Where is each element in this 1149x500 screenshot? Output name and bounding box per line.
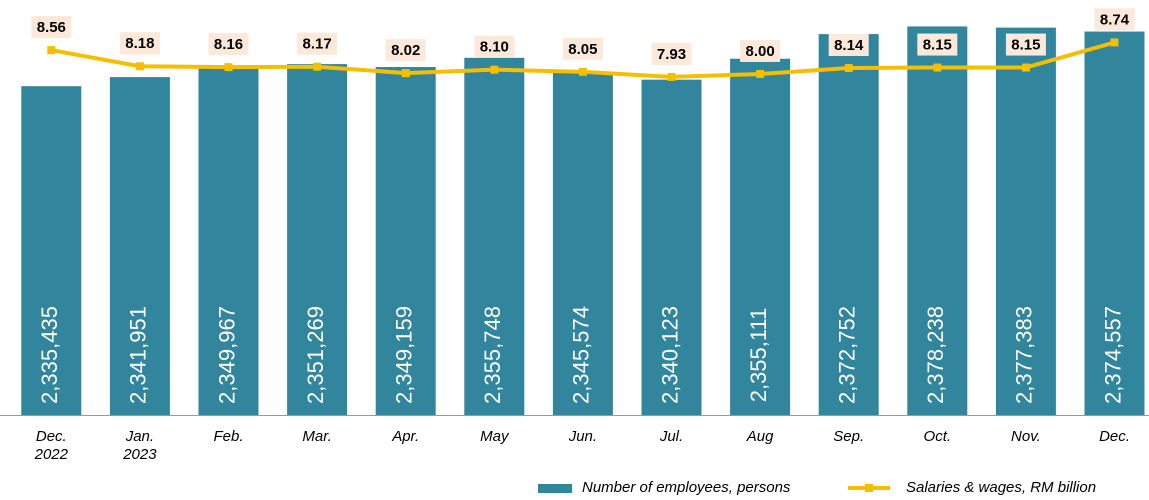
- x-tick-label: Dec. 2022: [34, 428, 68, 463]
- bar-value-label: 2,341,951: [126, 306, 151, 404]
- line-label-bg: [651, 42, 692, 65]
- legend-swatch-marker: [865, 484, 873, 492]
- line-value-label: 8.17: [302, 36, 331, 53]
- line-marker: [933, 63, 942, 72]
- bar: [641, 79, 702, 415]
- bar: [552, 72, 613, 415]
- line-label-bg: [474, 35, 515, 58]
- line-label-bg: [297, 32, 338, 55]
- legend-swatch: [538, 484, 572, 493]
- line-value-label: 8.15: [923, 37, 952, 54]
- line-value-label: 8.10: [480, 39, 509, 56]
- line-value-label: 8.00: [745, 43, 774, 60]
- legend-label: Number of employees, persons: [582, 479, 791, 496]
- x-tick-label: Dec.: [1099, 428, 1130, 445]
- line-marker: [844, 63, 853, 72]
- line-label-bg: [1005, 33, 1046, 56]
- line-label-bg: [828, 33, 869, 56]
- legend-label: Salaries & wages, RM billion: [906, 479, 1097, 496]
- bar: [995, 27, 1056, 415]
- line-value-label: 8.18: [125, 35, 154, 52]
- bar: [198, 65, 259, 416]
- line-value-label: 8.16: [214, 36, 243, 53]
- x-tick-label: Jun.: [568, 428, 598, 445]
- line-value-label: 8.05: [568, 41, 597, 58]
- line-value-label: 7.93: [657, 46, 686, 63]
- bar-value-label: 2,372,752: [835, 306, 860, 404]
- line-label-bg: [208, 33, 249, 56]
- bar-value-label: 2,335,435: [37, 306, 62, 404]
- line-marker: [313, 62, 322, 71]
- x-tick-label: Nov.: [1011, 428, 1041, 445]
- bar-value-label: 2,378,238: [923, 306, 948, 404]
- x-tick-label: May: [480, 428, 509, 445]
- bar-value-label: 2,349,159: [392, 306, 417, 404]
- bar-value-label: 2,345,574: [569, 306, 594, 404]
- bar-value-label: 2,340,123: [657, 306, 682, 404]
- bar: [730, 58, 791, 415]
- line-value-label: 8.56: [37, 19, 66, 36]
- line-label-bg: [562, 37, 603, 60]
- line-label-bg: [31, 16, 72, 39]
- line-marker: [578, 67, 587, 76]
- bar-value-label: 2,351,269: [303, 306, 328, 404]
- line-label-bg: [119, 32, 160, 55]
- line-label-bg: [740, 39, 781, 62]
- x-tick-label: Jul.: [659, 428, 684, 445]
- line-marker: [1110, 38, 1119, 47]
- bar: [21, 86, 82, 415]
- x-tick-label: Oct.: [923, 428, 952, 445]
- bar-value-label: 2,355,748: [480, 306, 505, 404]
- line-label-bg: [917, 33, 958, 56]
- bar: [287, 64, 348, 415]
- bar-value-label: 2,374,557: [1100, 306, 1125, 404]
- line-marker: [135, 62, 144, 71]
- line-marker: [667, 72, 676, 81]
- bar-value-label: 2,355,111: [746, 308, 771, 403]
- line-marker: [1021, 63, 1030, 72]
- x-tick-label: Jan. 2023: [123, 428, 157, 463]
- bar: [907, 26, 968, 416]
- line-marker: [401, 69, 410, 78]
- bar: [464, 57, 525, 416]
- bar-value-label: 2,377,383: [1012, 306, 1037, 404]
- line-marker: [756, 69, 765, 78]
- bar-value-label: 2,349,967: [214, 306, 239, 404]
- x-tick-label: Mar.: [302, 428, 332, 445]
- bar: [1084, 31, 1145, 415]
- line-value-label: 8.14: [834, 37, 864, 54]
- x-tick-label: Sep.: [833, 428, 865, 445]
- line-label-bg: [1094, 8, 1135, 31]
- x-tick-label: Feb.: [213, 428, 244, 445]
- line-value-label: 8.15: [1011, 37, 1040, 54]
- line-marker: [224, 63, 233, 72]
- bar: [818, 34, 879, 416]
- bar: [109, 77, 170, 416]
- line-marker: [490, 65, 499, 74]
- line-value-label: 8.02: [391, 42, 420, 59]
- line-label-bg: [385, 39, 426, 62]
- x-tick-label: Apr.: [392, 428, 420, 445]
- line-value-label: 8.74: [1100, 11, 1130, 28]
- x-tick-label: Aug: [746, 428, 774, 445]
- bar: [375, 67, 436, 416]
- line-marker: [47, 46, 56, 55]
